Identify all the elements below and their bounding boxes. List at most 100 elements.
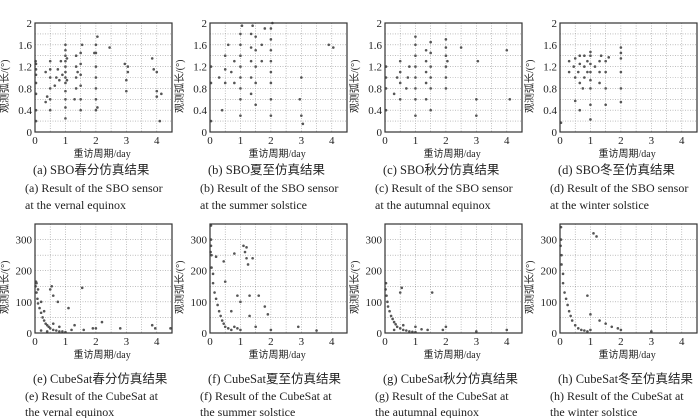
data-point [230,309,233,313]
scatter-plot-f: 0 1 2 3 4 0 100 200 300 [191,223,348,348]
data-point [589,313,592,316]
x-tick-label: 3 [474,135,480,147]
data-point [64,70,67,74]
data-point [56,68,60,71]
x-tick-label: 3 [474,336,480,348]
data-point [226,327,230,330]
data-point [50,284,54,288]
data-point [604,70,607,74]
data-point [650,330,653,333]
data-point [236,294,239,297]
data-point [222,322,225,325]
data-point [61,73,64,77]
x-axis-label: 重访周期/day [248,350,306,361]
data-point [566,303,569,307]
data-point [572,65,575,68]
data-point [45,95,49,98]
data-point [578,54,582,57]
x-axis-label: 重访周期/day [598,350,656,361]
data-point [586,59,589,63]
caption-en: (d) Result of the SBO sensor [550,181,689,195]
data-point [391,317,394,321]
x-tick-label: 2 [268,336,274,348]
data-point [398,327,402,330]
data-point [64,81,67,85]
y-tick-label: 300 [366,235,383,247]
data-point [79,84,82,87]
data-point [239,65,242,68]
data-point [248,314,251,318]
data-point [210,253,213,257]
caption-zh: (f) CubeSat夏至仿真结果 [208,372,341,386]
data-point [398,291,402,294]
data-point [459,46,463,49]
scatter-plot-h: 0 1 2 3 4 0 100 200 300 [541,223,698,348]
data-point [607,56,611,59]
data-point [576,70,580,74]
y-tick-label: 0.8 [543,83,557,95]
data-point [586,330,589,333]
data-point [269,59,273,63]
data-point [392,92,396,96]
data-point [385,294,388,297]
data-point [48,87,52,90]
data-point [581,87,585,90]
data-point [589,50,592,54]
data-point [45,330,49,333]
data-point [239,114,242,117]
data-point [248,294,251,297]
data-point [405,329,408,332]
x-tick-label: 4 [504,336,510,348]
x-axis-label: 重访周期/day [598,149,656,160]
data-point [604,103,607,107]
data-point [619,70,623,74]
data-point [263,27,267,30]
data-point [79,62,82,66]
x-tick-label: 0 [32,336,38,348]
data-point [64,54,67,57]
data-point [76,70,79,74]
data-point [583,329,586,332]
data-point [239,43,242,47]
data-point [239,76,242,79]
data-point [58,330,61,333]
x-tick-label: 4 [154,135,160,147]
caption-en: (c) Result of the SBO sensor [375,181,513,195]
x-tick-label: 4 [679,135,685,147]
data-point [67,306,70,310]
y-axis-label: 观测弧长/(°) [175,260,186,314]
data-point [44,70,47,74]
x-tick-label: 4 [329,336,335,348]
data-point [424,59,428,63]
caption-zh: (e) CubeSat春分仿真结果 [33,372,168,386]
data-point [301,122,305,126]
data-point [36,297,39,301]
data-point [414,76,417,79]
data-point [573,99,577,103]
data-point [245,246,248,249]
y-tick-label: 0.4 [18,105,32,117]
data-point [51,294,55,297]
data-point [48,68,52,71]
data-point [94,76,98,79]
data-point [583,65,586,68]
x-tick-label: 1 [413,135,419,147]
data-point [444,54,448,57]
data-point [42,319,46,322]
data-point [598,81,601,85]
data-point [505,48,509,52]
data-point [94,51,98,55]
subplot-g: 0 1 2 3 4 0 100 200 300 观测弧长/(°) 重访周期/day (g) CubeS… [350,209,525,418]
data-point [426,328,429,332]
x-tick-label: 3 [299,135,305,147]
data-point [217,76,221,79]
data-point [249,76,253,79]
data-point [398,59,402,63]
data-point [82,328,86,332]
data-point [580,328,583,332]
scatter-plot-g: 0 1 2 3 4 0 100 200 300 [366,223,523,348]
data-point [48,108,52,112]
x-tick-label: 3 [649,336,655,348]
y-tick-label: 100 [16,297,33,309]
